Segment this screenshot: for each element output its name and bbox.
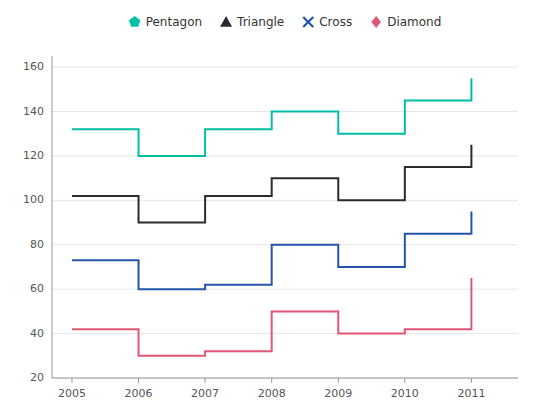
x-axis-line: [52, 378, 518, 379]
grid-line: [52, 67, 518, 68]
y-axis-line: [52, 56, 53, 378]
y-tick-label: 40: [30, 327, 44, 340]
x-tick: [338, 378, 339, 383]
grid-line: [52, 200, 518, 201]
grid: [52, 67, 518, 378]
y-tick-label: 120: [23, 149, 44, 162]
chart-svg: 20 40 60 80 100 120 140 160 2005 2006 2007 2008 2009…: [0, 0, 540, 420]
x-tick-label: 2009: [324, 387, 352, 400]
legend-item: Pentagon: [129, 15, 202, 29]
x-tick-label: 2008: [258, 387, 286, 400]
y-tick-label: 80: [30, 238, 44, 251]
legend-label: Cross: [319, 15, 352, 29]
legend-item: Diamond: [371, 15, 441, 29]
x-tick: [138, 378, 139, 383]
series-line: [72, 78, 471, 156]
x-tick-label: 2007: [191, 387, 219, 400]
legend-marker: [303, 17, 313, 27]
y-tick-label: 140: [23, 105, 44, 118]
y-tick-label: 100: [23, 193, 44, 206]
legend: Pentagon Triangle Cross Diamond: [129, 15, 441, 29]
legend-label: Diamond: [387, 15, 441, 29]
legend-marker: [129, 16, 140, 27]
plot-area: [72, 78, 471, 356]
y-tick-label: 60: [30, 282, 44, 295]
grid-line: [52, 378, 518, 379]
legend-label: Triangle: [236, 15, 284, 29]
series-line: [72, 278, 471, 356]
grid-line: [52, 333, 518, 334]
y-tick-label: 20: [30, 371, 44, 384]
legend-marker: [371, 16, 381, 28]
series-line: [72, 145, 471, 223]
x-tick-label: 2010: [391, 387, 419, 400]
legend-item: Triangle: [220, 15, 284, 29]
x-tick: [71, 378, 72, 383]
legend-marker: [220, 16, 232, 27]
y-tick-label: 160: [23, 60, 44, 73]
x-tick-label: 2011: [457, 387, 485, 400]
grid-line: [52, 289, 518, 290]
chart-container: 20 40 60 80 100 120 140 160 2005 2006 2007 2008 2009…: [0, 0, 540, 420]
x-tick-label: 2005: [58, 387, 86, 400]
x-tick: [404, 378, 405, 383]
x-tick-label: 2006: [125, 387, 153, 400]
legend-item: Cross: [303, 15, 352, 29]
x-tick: [205, 378, 206, 383]
x-tick: [471, 378, 472, 383]
legend-label: Pentagon: [146, 15, 202, 29]
series-line: [72, 211, 471, 289]
x-tick: [271, 378, 272, 383]
grid-line: [52, 155, 518, 156]
